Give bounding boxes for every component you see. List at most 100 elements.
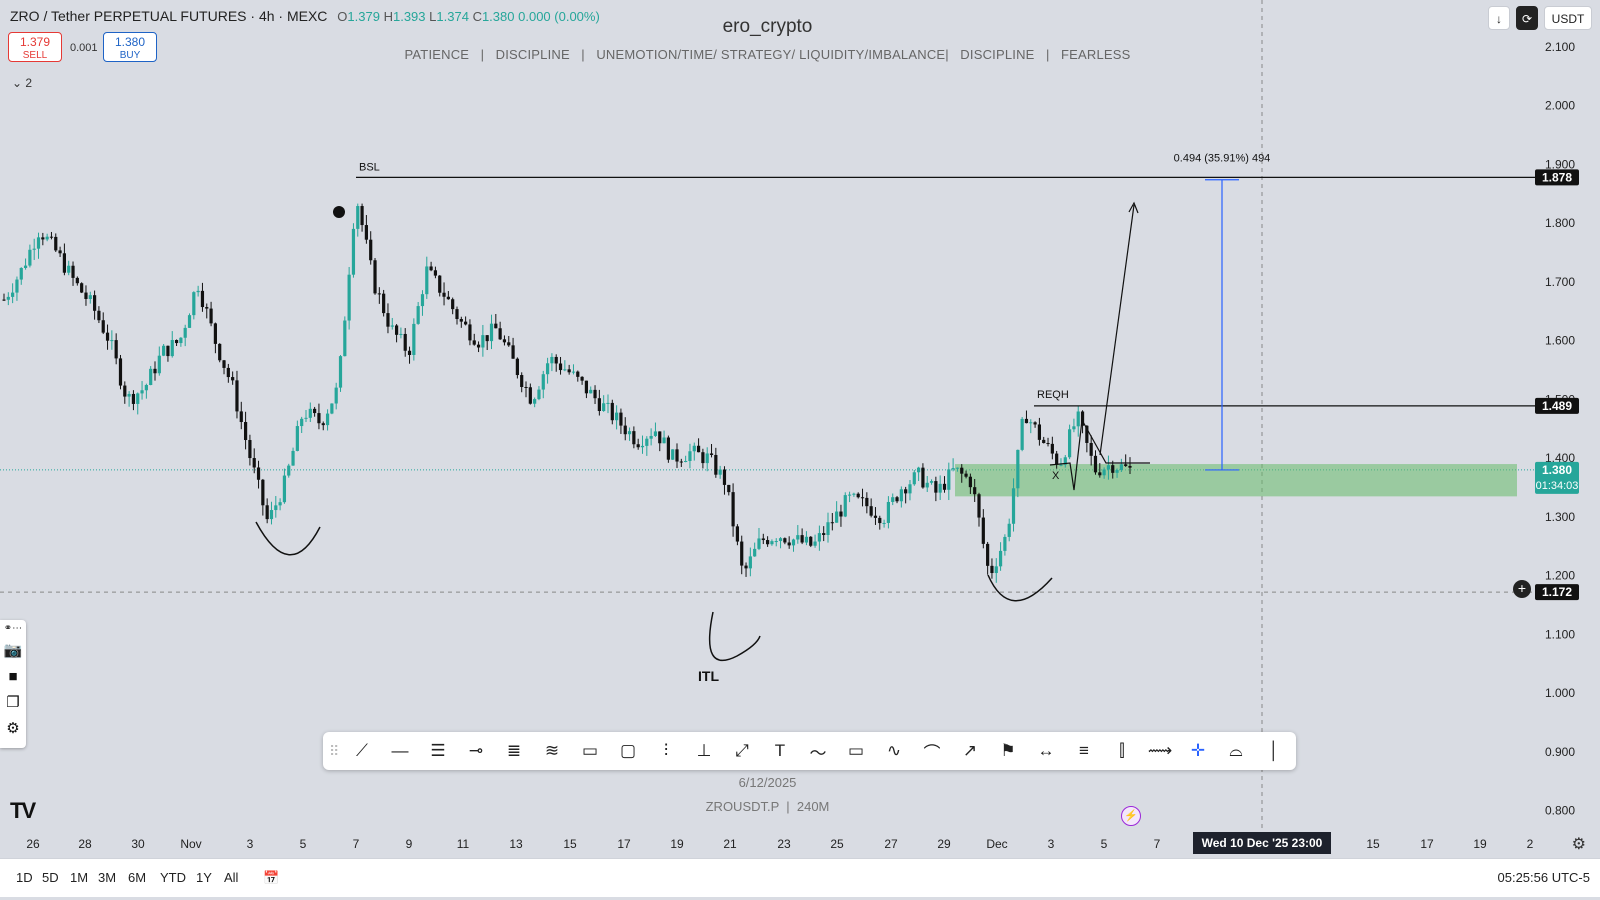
candle-body [584,380,589,394]
path-icon[interactable]: 〜 [809,743,827,763]
date-range-icon[interactable]: ↔ [1037,741,1055,760]
candle-body [955,467,960,469]
candle-body [891,497,895,502]
range-1d[interactable]: 1D [16,870,33,885]
symbol-title[interactable]: ZRO / Tether PERPETUAL FUTURES · 4h · ME… [10,8,328,24]
candle-body [1046,443,1050,445]
range-icon[interactable]: ⊥ [696,741,712,760]
x-marker-label: X [1052,470,1060,482]
bars-pattern-icon[interactable]: ⫿ [1119,741,1125,760]
add-alert-icon[interactable]: + [1513,580,1531,598]
range-1y[interactable]: 1Y [196,870,212,885]
candle-body [541,374,545,390]
candle-body [261,479,265,506]
price-tick-label: 0.800 [1545,804,1575,818]
brush-icon[interactable]: ⤢ [735,741,749,760]
long-position-icon[interactable]: ⫶ [663,741,669,760]
candle-body [580,376,584,381]
calendar-icon[interactable]: 📅 [263,870,280,885]
candle-body [399,333,403,335]
symbol-header: ZRO / Tether PERPETUAL FUTURES · 4h · ME… [10,8,600,24]
candle-body [451,299,455,310]
candle-body [403,333,407,351]
lightning-icon[interactable]: ⚡ [1121,806,1141,826]
sync-icon[interactable]: ⟳ [1516,6,1538,30]
candle-body [606,402,610,404]
candle-body [533,399,537,404]
candle-body [1111,465,1115,473]
video-icon[interactable]: ■ [8,668,18,685]
projection-arrow [1099,204,1135,456]
candle-body [394,325,399,335]
flag-icon[interactable]: ⚑ [1000,741,1016,760]
crosshair-time-label: Wed 10 Dec '25 23:00 [1202,836,1323,850]
fib-icon[interactable]: ≣ [506,741,522,760]
candle-body [709,453,714,455]
candle-body [964,473,968,477]
swing-low-curve-2 [708,611,761,662]
demand-zone [955,464,1517,497]
candle-body [981,517,985,544]
sell-label: SELL [22,50,48,61]
candle-body [1128,465,1132,468]
hline-icon[interactable]: — [391,741,409,760]
download-icon[interactable]: ↓ [1488,6,1510,30]
range-6m[interactable]: 6M [128,870,147,885]
candle-body [231,377,235,381]
buy-button[interactable]: 1.380 BUY [103,32,157,62]
candle-body [420,294,425,307]
polyline-icon[interactable]: ⌓ [1229,741,1243,760]
layers-icon[interactable]: ❐ [6,694,20,711]
camera-icon[interactable]: 📷 [3,642,23,659]
candle-body [895,497,899,502]
candle-body [265,505,269,520]
curve-icon[interactable]: ∿ [886,741,902,760]
projection-icon[interactable]: ⟿ [1147,741,1173,760]
range-ytd[interactable]: YTD [160,870,186,885]
sell-button[interactable]: 1.379 SELL [8,32,62,62]
drag-handle-icon[interactable]: ⠿ [329,742,340,759]
axis-settings-icon[interactable]: ⚙ [1571,836,1586,853]
gear-icon[interactable]: ⚙ [6,720,20,737]
range-1m[interactable]: 1M [70,870,89,885]
arrow-icon[interactable]: ↗ [962,741,978,760]
reqh-label: REQH [1037,389,1069,401]
candle-body [830,522,834,524]
candle-body [869,506,873,516]
link-icon[interactable]: ⚭⋯ [3,623,23,634]
text-icon[interactable]: T [774,741,786,760]
candle-body [1063,457,1067,465]
candle-body [722,469,727,485]
candle-body [822,533,826,535]
candle-body [791,539,796,546]
price-label-bg [1535,461,1579,494]
ray-icon[interactable]: ⊸ [468,741,484,760]
currency-select[interactable]: USDT [1544,6,1592,30]
candle-body [49,236,54,238]
candle-body [856,493,860,498]
candle-body [88,295,92,299]
vline-icon[interactable]: │ [1268,741,1280,760]
price-range-icon[interactable]: ≡ [1079,741,1089,760]
range-all[interactable]: All [224,870,239,885]
trendline-icon[interactable]: ⟋ [356,741,368,760]
candle-body [442,292,446,297]
indicators-toggle[interactable]: ⌄ 2 [12,76,33,90]
candle-body [692,445,696,452]
spread-value: 0.001 [70,42,98,54]
callout-icon[interactable]: ▭ [581,741,599,760]
crosshair-icon[interactable]: ✛ [1190,741,1206,760]
candle-body [472,340,476,345]
range-3m[interactable]: 3M [98,870,117,885]
projection-arrow-head [1128,201,1139,214]
fib-channel-icon[interactable]: ≋ [544,741,560,760]
tradingview-logo-icon[interactable]: TV [10,798,36,823]
range-5d[interactable]: 5D [42,870,59,885]
comment-icon[interactable]: ▭ [847,741,865,760]
arc-icon[interactable]: ⌒ [923,743,941,763]
alarm-marker-icon [333,206,345,218]
parallel-channel-icon[interactable]: ☰ [430,741,446,760]
candle-body [1119,464,1123,471]
rectangle-icon[interactable]: ▢ [619,741,637,760]
